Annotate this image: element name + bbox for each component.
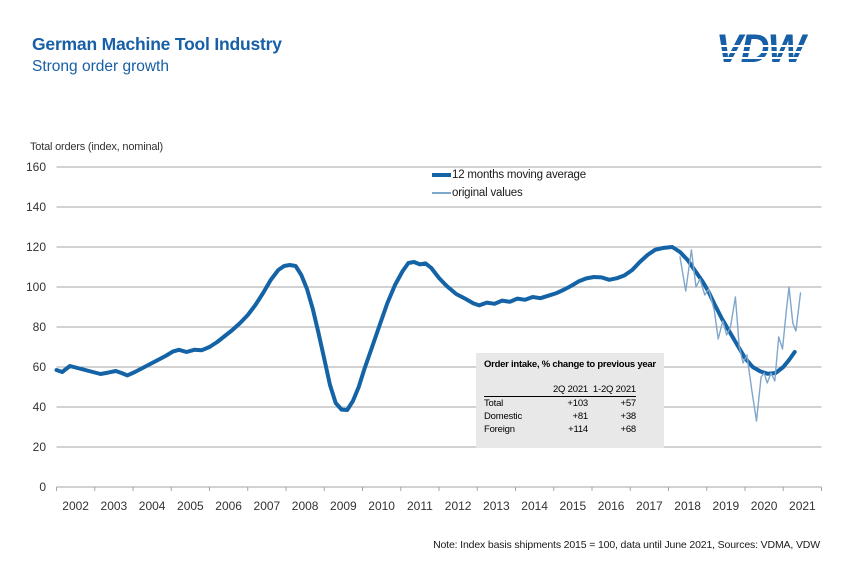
y-tick-label: 60 [33, 360, 47, 374]
logo-stripe [712, 51, 824, 53]
page-title: German Machine Tool Industry [32, 34, 282, 54]
x-tick-label: 2008 [292, 499, 319, 513]
legend-item-original-values: original values [432, 184, 586, 202]
cell-foreign-h1: +68 [620, 424, 636, 435]
logo-stripe [712, 63, 824, 65]
x-tick-label: 2003 [101, 499, 128, 513]
x-tick-label: 2010 [368, 499, 395, 513]
x-tick-label: 2021 [789, 499, 816, 513]
x-tick-label: 2014 [521, 499, 548, 513]
x-tick-label: 2002 [62, 499, 89, 513]
cell-domestic-q2: +81 [572, 411, 588, 422]
order-intake-table: Order intake, % change to previous year … [476, 353, 664, 448]
y-tick-label: 0 [39, 480, 46, 494]
note-text: Note: Index basis shipments 2015 = 100, … [433, 539, 820, 551]
x-tick-label: 2013 [483, 499, 510, 513]
table-header-col2: 1-2Q 2021 [588, 383, 636, 397]
vdw-logo: VDW [712, 27, 824, 71]
chart-legend: 12 months moving average original values [432, 166, 586, 202]
vdw-logo-text: VDW [716, 27, 805, 71]
cell-total-h1: +57 [620, 398, 636, 409]
table-header-empty [484, 383, 540, 397]
table-row: Domestic +81 +38 [484, 410, 636, 423]
x-tick-label: 2011 [407, 499, 433, 513]
x-tick-label: 2015 [560, 499, 587, 513]
x-tick-label: 2016 [598, 499, 625, 513]
row-label-domestic: Domestic [484, 411, 522, 422]
page-subtitle: Strong order growth [32, 58, 169, 75]
row-label-foreign: Foreign [484, 424, 515, 435]
logo-stripe [712, 57, 824, 59]
legend-label: 12 months moving average [452, 169, 586, 181]
cell-domestic-h1: +38 [620, 411, 636, 422]
row-label-total: Total [484, 398, 504, 409]
legend-swatch-original-line [432, 192, 451, 194]
x-tick-label: 2004 [139, 499, 166, 513]
y-tick-label: 40 [33, 400, 47, 414]
table-row: Foreign +114 +68 [484, 423, 636, 436]
y-tick-label: 80 [33, 320, 47, 334]
table-header-row: 2Q 2021 1-2Q 2021 [484, 383, 636, 397]
table-header-col1: 2Q 2021 [540, 383, 588, 397]
ma-line [54, 245, 797, 412]
x-tick-label: 2009 [330, 499, 357, 513]
x-tick-label: 2017 [636, 499, 663, 513]
legend-swatch-ma-line [432, 173, 451, 177]
cell-foreign-q2: +114 [568, 424, 588, 435]
y-axis-title: Total orders (index, nominal) [30, 141, 163, 153]
table-title: Order intake, % change to previous year [484, 359, 656, 370]
x-tick-label: 2005 [177, 499, 204, 513]
x-tick-label: 2019 [713, 499, 740, 513]
y-tick-label: 100 [26, 280, 46, 294]
y-tick-label: 20 [33, 440, 47, 454]
legend-label: original values [452, 187, 523, 199]
table-row: Total +103 +57 [484, 397, 636, 411]
original-line [679, 249, 802, 422]
legend-item-moving-average: 12 months moving average [432, 166, 586, 184]
x-tick-label: 2020 [751, 499, 778, 513]
logo-stripe [712, 45, 824, 47]
x-tick-label: 2006 [215, 499, 242, 513]
cell-total-q2: +103 [567, 398, 588, 409]
y-tick-label: 120 [26, 240, 46, 254]
x-tick-label: 2012 [445, 499, 472, 513]
table: 2Q 2021 1-2Q 2021 Total +103 +57 Domesti… [484, 383, 636, 436]
x-tick-label: 2007 [254, 499, 281, 513]
y-tick-label: 160 [26, 160, 46, 174]
y-tick-label: 140 [26, 200, 46, 214]
x-tick-label: 2018 [674, 499, 701, 513]
